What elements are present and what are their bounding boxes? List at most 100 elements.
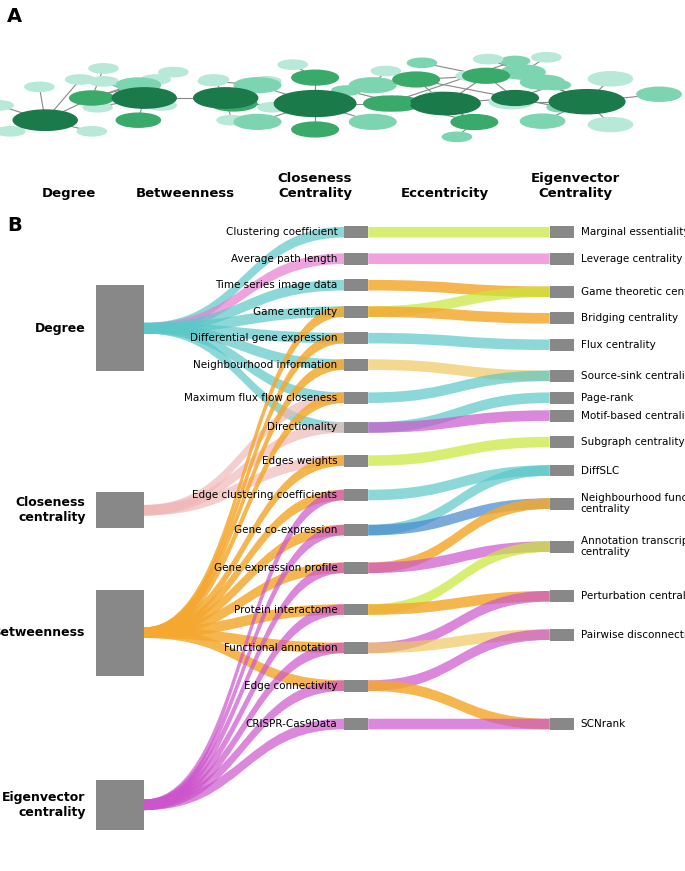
PathPatch shape bbox=[369, 719, 549, 729]
Circle shape bbox=[443, 132, 471, 141]
FancyBboxPatch shape bbox=[549, 436, 573, 448]
Text: CRISPR-Cas9Data: CRISPR-Cas9Data bbox=[246, 719, 337, 729]
PathPatch shape bbox=[369, 287, 549, 317]
FancyBboxPatch shape bbox=[345, 226, 369, 238]
FancyBboxPatch shape bbox=[549, 313, 573, 324]
Circle shape bbox=[278, 60, 308, 70]
FancyBboxPatch shape bbox=[345, 642, 369, 654]
PathPatch shape bbox=[144, 333, 345, 638]
FancyBboxPatch shape bbox=[96, 492, 144, 529]
FancyBboxPatch shape bbox=[96, 492, 144, 529]
FancyBboxPatch shape bbox=[549, 464, 573, 476]
Circle shape bbox=[234, 114, 281, 129]
Circle shape bbox=[210, 96, 257, 111]
FancyBboxPatch shape bbox=[345, 562, 369, 574]
FancyBboxPatch shape bbox=[549, 409, 573, 422]
FancyBboxPatch shape bbox=[549, 286, 573, 298]
PathPatch shape bbox=[369, 410, 549, 433]
Circle shape bbox=[112, 88, 176, 108]
PathPatch shape bbox=[144, 627, 345, 691]
FancyBboxPatch shape bbox=[549, 370, 573, 381]
FancyBboxPatch shape bbox=[345, 718, 369, 730]
PathPatch shape bbox=[369, 591, 549, 615]
FancyBboxPatch shape bbox=[345, 253, 369, 265]
Text: Pairwise disconnectivity index: Pairwise disconnectivity index bbox=[580, 630, 685, 639]
FancyBboxPatch shape bbox=[96, 780, 144, 829]
Circle shape bbox=[541, 80, 571, 90]
Circle shape bbox=[588, 118, 632, 132]
PathPatch shape bbox=[369, 360, 549, 381]
FancyBboxPatch shape bbox=[345, 679, 369, 692]
PathPatch shape bbox=[369, 465, 549, 536]
Text: Betweenness: Betweenness bbox=[136, 187, 234, 200]
FancyBboxPatch shape bbox=[345, 604, 369, 616]
FancyBboxPatch shape bbox=[549, 226, 573, 238]
Circle shape bbox=[371, 66, 401, 76]
FancyBboxPatch shape bbox=[345, 455, 369, 467]
PathPatch shape bbox=[144, 393, 345, 638]
Circle shape bbox=[349, 114, 396, 129]
Text: Time series image data: Time series image data bbox=[215, 280, 337, 290]
Text: Neighbourhood information: Neighbourhood information bbox=[193, 360, 337, 369]
FancyBboxPatch shape bbox=[345, 392, 369, 403]
Circle shape bbox=[66, 75, 95, 84]
FancyBboxPatch shape bbox=[549, 629, 573, 641]
PathPatch shape bbox=[369, 465, 549, 500]
Text: Functional annotation: Functional annotation bbox=[224, 643, 337, 653]
Text: Gene expression profile: Gene expression profile bbox=[214, 563, 337, 573]
PathPatch shape bbox=[369, 393, 549, 433]
Circle shape bbox=[423, 91, 452, 101]
Circle shape bbox=[532, 52, 561, 62]
FancyBboxPatch shape bbox=[549, 591, 573, 602]
Text: Bridging centrality: Bridging centrality bbox=[580, 314, 677, 323]
Circle shape bbox=[332, 86, 361, 95]
FancyBboxPatch shape bbox=[549, 339, 573, 351]
Text: Eccentricity: Eccentricity bbox=[401, 187, 489, 200]
Text: Closeness
Centrality: Closeness Centrality bbox=[278, 172, 352, 200]
Text: Eigenvector
centrality: Eigenvector centrality bbox=[2, 791, 86, 819]
PathPatch shape bbox=[369, 280, 549, 297]
FancyBboxPatch shape bbox=[345, 524, 369, 536]
Circle shape bbox=[234, 78, 281, 92]
Circle shape bbox=[456, 71, 485, 80]
Circle shape bbox=[0, 126, 25, 136]
FancyBboxPatch shape bbox=[549, 436, 573, 448]
Text: Edge connectivity: Edge connectivity bbox=[244, 680, 337, 691]
Circle shape bbox=[451, 115, 497, 130]
FancyBboxPatch shape bbox=[96, 590, 144, 676]
PathPatch shape bbox=[144, 393, 345, 516]
PathPatch shape bbox=[144, 422, 345, 516]
Text: Subgraph centrality: Subgraph centrality bbox=[580, 437, 684, 447]
Circle shape bbox=[349, 78, 396, 92]
Circle shape bbox=[199, 75, 229, 84]
PathPatch shape bbox=[144, 280, 345, 334]
FancyBboxPatch shape bbox=[345, 306, 369, 318]
FancyBboxPatch shape bbox=[549, 313, 573, 324]
Circle shape bbox=[489, 95, 534, 109]
PathPatch shape bbox=[369, 591, 549, 653]
Text: A: A bbox=[7, 7, 22, 25]
PathPatch shape bbox=[144, 604, 345, 638]
PathPatch shape bbox=[144, 456, 345, 638]
FancyBboxPatch shape bbox=[549, 718, 573, 730]
Circle shape bbox=[13, 110, 77, 131]
Text: Closeness
centrality: Closeness centrality bbox=[16, 496, 86, 524]
Text: SCNrank: SCNrank bbox=[580, 719, 626, 729]
FancyBboxPatch shape bbox=[345, 332, 369, 344]
Circle shape bbox=[147, 101, 176, 110]
FancyBboxPatch shape bbox=[549, 629, 573, 641]
FancyBboxPatch shape bbox=[549, 370, 573, 381]
FancyBboxPatch shape bbox=[345, 359, 369, 370]
FancyBboxPatch shape bbox=[345, 604, 369, 616]
PathPatch shape bbox=[369, 370, 549, 403]
FancyBboxPatch shape bbox=[345, 422, 369, 434]
Circle shape bbox=[141, 75, 171, 84]
PathPatch shape bbox=[144, 525, 345, 638]
Text: Game theoretic centrality: Game theoretic centrality bbox=[580, 287, 685, 297]
FancyBboxPatch shape bbox=[549, 392, 573, 403]
Text: Degree: Degree bbox=[35, 321, 86, 334]
PathPatch shape bbox=[144, 360, 345, 638]
PathPatch shape bbox=[144, 253, 345, 334]
FancyBboxPatch shape bbox=[96, 590, 144, 676]
Circle shape bbox=[258, 103, 287, 111]
